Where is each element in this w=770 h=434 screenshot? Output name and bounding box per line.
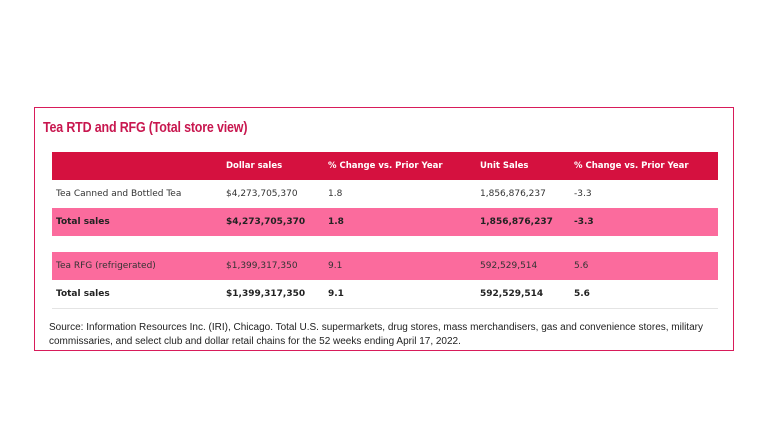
source-note: Source: Information Resources Inc. (IRI)… [49, 322, 703, 347]
table-cell: Tea RFG (refrigerated) [56, 261, 156, 271]
table-cell: 1,856,876,237 [480, 217, 553, 227]
table-row: Tea Canned and Bottled Tea $4,273,705,37… [52, 180, 718, 208]
table-cell: 9.1 [328, 261, 343, 271]
table-cell: 592,529,514 [476, 280, 570, 309]
table-cell: $1,399,317,350 [222, 280, 324, 309]
table-row: Tea RFG (refrigerated) $1,399,317,350 9.… [52, 252, 718, 280]
table-cell: 1.8 [328, 189, 343, 199]
table-cell: 1.8 [328, 217, 344, 227]
table-cell: $4,273,705,370 [226, 217, 306, 227]
table-cell: $1,399,317,350 [226, 261, 298, 271]
table-cell: 5.6 [574, 261, 589, 271]
header-cell: % Change vs. Prior Year [574, 161, 689, 171]
table-title: Tea RTD and RFG (Total store view) [43, 120, 248, 136]
header-cell: Dollar sales [226, 161, 283, 171]
header-cell [52, 152, 222, 180]
table-cell: Total sales [56, 217, 110, 227]
sales-table: Dollar sales % Change vs. Prior Year Uni… [52, 152, 718, 309]
table-cell: Total sales [52, 280, 222, 309]
table-cell: -3.3 [574, 189, 592, 199]
table-cell: 592,529,514 [480, 261, 538, 271]
table-cell: Tea Canned and Bottled Tea [56, 189, 182, 199]
table-row-total: Total sales $4,273,705,370 1.8 1,856,876… [52, 208, 718, 236]
table-card: Tea RTD and RFG (Total store view) Dolla… [34, 107, 734, 351]
header-cell: Unit Sales [480, 161, 529, 171]
table-cell: -3.3 [574, 217, 594, 227]
table-row-total: Total sales $1,399,317,350 9.1 592,529,5… [52, 280, 718, 309]
table-header-row: Dollar sales % Change vs. Prior Year Uni… [52, 152, 718, 180]
table-cell: 9.1 [324, 280, 476, 309]
header-cell: % Change vs. Prior Year [328, 161, 443, 171]
table-spacer [52, 236, 718, 252]
table-cell: 5.6 [570, 280, 718, 309]
table-cell: $4,273,705,370 [226, 189, 298, 199]
table-cell: 1,856,876,237 [480, 189, 546, 199]
